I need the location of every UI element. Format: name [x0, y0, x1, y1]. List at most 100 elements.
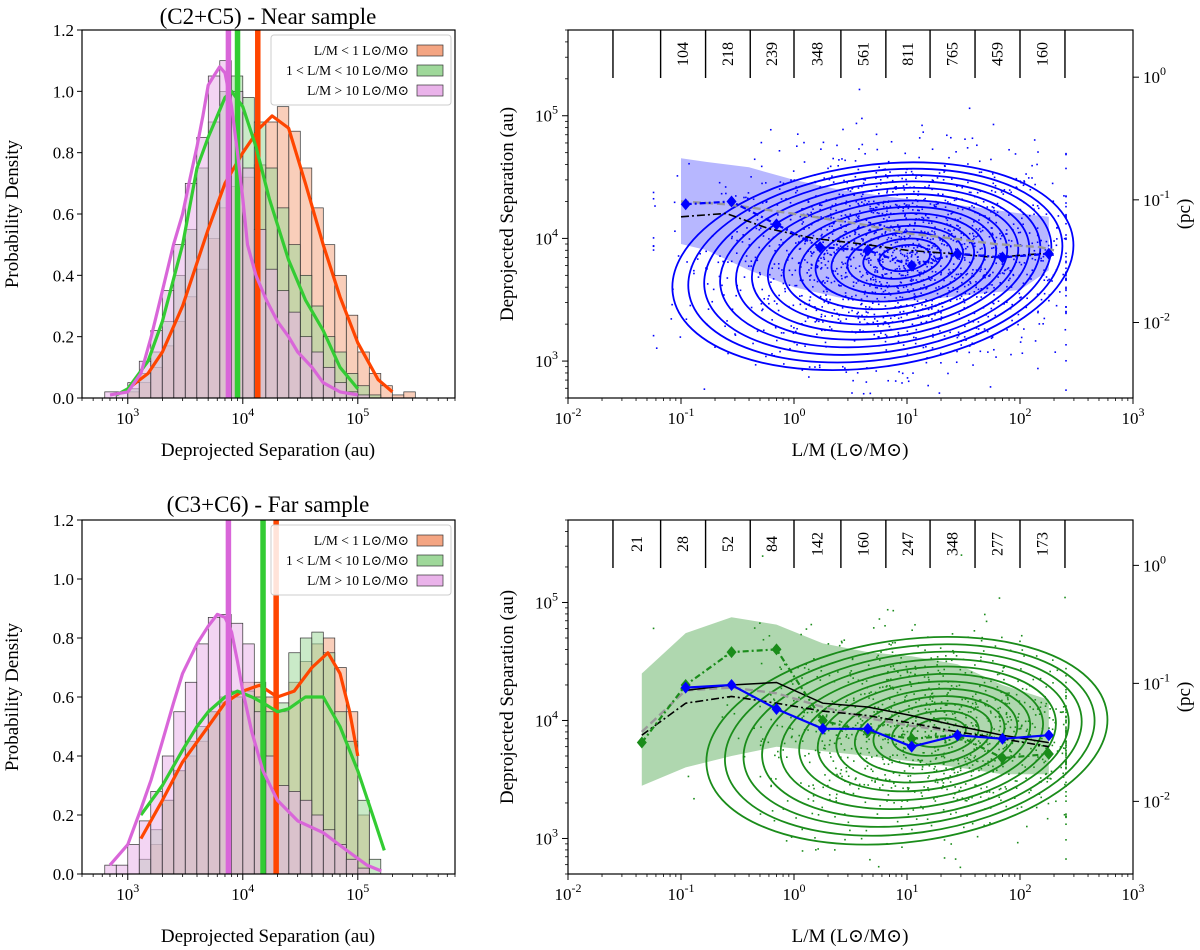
scatter-far-point: [1014, 780, 1017, 782]
scatter-near-point: [840, 211, 843, 213]
scatter-near-point: [842, 263, 844, 265]
scatter-near-point: [939, 352, 942, 355]
scatter-near-point: [1030, 278, 1032, 280]
scatter-near-point: [731, 235, 733, 238]
scatter-near-point: [849, 205, 851, 207]
scatter-near-point: [820, 216, 822, 218]
scatter-near-point: [884, 333, 887, 336]
scatter-far-point: [954, 858, 957, 860]
scatter-far-point: [923, 676, 926, 678]
scatter-near-point: [829, 325, 831, 328]
scatter-far-point: [975, 784, 977, 787]
scatter-far-point: [852, 792, 855, 795]
scatter-near-point: [1031, 269, 1034, 272]
scatter-near-point: [1040, 257, 1042, 260]
scatter-far-point: [964, 672, 967, 674]
scatter-near-point: [931, 179, 934, 181]
scatter-far-point: [992, 770, 994, 773]
scatter-near-point: [872, 278, 875, 281]
scatter-near-point: [1017, 231, 1020, 234]
scatter-near-point: [907, 380, 910, 383]
scatter-far-point: [930, 730, 933, 732]
scatter-near-point: [731, 308, 734, 311]
scatter-near-point: [893, 229, 896, 231]
scatter-far-contour: [724, 643, 1096, 837]
scatter-near-point: [868, 229, 870, 232]
scatter-near-point: [832, 157, 834, 160]
scatter-far-point: [993, 728, 995, 730]
hist-near-xtick-label: 105: [346, 405, 369, 428]
scatter-near-point: [939, 239, 941, 241]
scatter-near-point: [671, 303, 673, 306]
scatter-near-point: [925, 345, 927, 348]
scatter-far-point: [1029, 734, 1032, 736]
scatter-near-right-ytick-label: 10-2: [1143, 310, 1170, 333]
scatter-far-point: [936, 664, 938, 666]
scatter-near-point: [988, 235, 991, 238]
scatter-near-point: [816, 264, 818, 267]
scatter-near-point: [875, 231, 877, 234]
scatter-near-point: [860, 201, 863, 204]
scatter-far-point: [907, 711, 910, 713]
scatter-far-point: [889, 698, 891, 700]
scatter-near-right-ytick-label-base: 10: [1143, 68, 1160, 87]
scatter-near-point: [782, 332, 785, 334]
scatter-near-point: [914, 249, 917, 251]
scatter-far-point: [1044, 760, 1047, 763]
scatter-far-point: [1065, 791, 1067, 793]
scatter-far-point: [970, 721, 973, 724]
scatter-near-point: [984, 259, 986, 261]
scatter-near-point: [952, 269, 955, 271]
scatter-far-point: [961, 698, 963, 701]
scatter-near-point: [776, 204, 779, 206]
scatter-far-point: [963, 826, 965, 829]
scatter-near-point: [888, 284, 890, 287]
scatter-far-point: [846, 734, 848, 736]
scatter-near-point: [1065, 267, 1067, 270]
hist-near-legend-box: [270, 34, 452, 106]
scatter-near-point: [986, 206, 989, 208]
scatter-near-point: [836, 267, 838, 270]
scatter-near-point: [951, 275, 953, 278]
scatter-near-point: [930, 258, 933, 260]
scatter-near-point: [1065, 306, 1067, 308]
scatter-near-point: [829, 208, 832, 210]
scatter-near-point: [965, 247, 967, 250]
scatter-far-point: [802, 708, 805, 710]
scatter-near-point: [853, 240, 856, 242]
scatter-near-point: [890, 272, 892, 274]
scatter-near-point: [882, 316, 885, 319]
hist-far-title: (C3+C6) - Far sample: [167, 492, 370, 517]
scatter-near-point: [1026, 273, 1028, 276]
scatter-near-point: [1001, 235, 1003, 237]
scatter-far-point: [930, 824, 933, 827]
scatter-near-point: [857, 168, 860, 171]
scatter-near-point: [772, 278, 775, 280]
scatter-far-point: [784, 663, 786, 666]
scatter-near-point: [884, 321, 887, 323]
scatter-far-point: [944, 741, 946, 744]
scatter-near-point: [858, 215, 860, 217]
scatter-far-count-label: 52: [720, 536, 737, 552]
scatter-near-point: [826, 280, 829, 283]
scatter-near-point: [976, 144, 978, 147]
scatter-near-point: [788, 269, 791, 272]
scatter-far-count-label: 247: [900, 532, 917, 556]
scatter-near-point: [912, 336, 915, 339]
scatter-near-point: [824, 341, 827, 344]
scatter-far-point: [911, 828, 913, 831]
scatter-near-point: [963, 257, 966, 259]
scatter-near-ytick-label-exp: 4: [552, 225, 558, 239]
scatter-far-point: [909, 671, 912, 674]
scatter-far-point: [808, 761, 811, 764]
scatter-far-point: [881, 703, 884, 706]
scatter-near-blue-line-marker: [680, 198, 691, 211]
scatter-far-count-label: 277: [990, 532, 1007, 556]
scatter-far-point: [781, 725, 784, 728]
scatter-near-point: [1043, 269, 1045, 271]
scatter-near-point: [983, 292, 986, 295]
scatter-near-point: [903, 267, 906, 269]
scatter-near-point: [989, 386, 992, 388]
scatter-near-point: [901, 382, 903, 384]
scatter-far-point: [900, 806, 903, 808]
